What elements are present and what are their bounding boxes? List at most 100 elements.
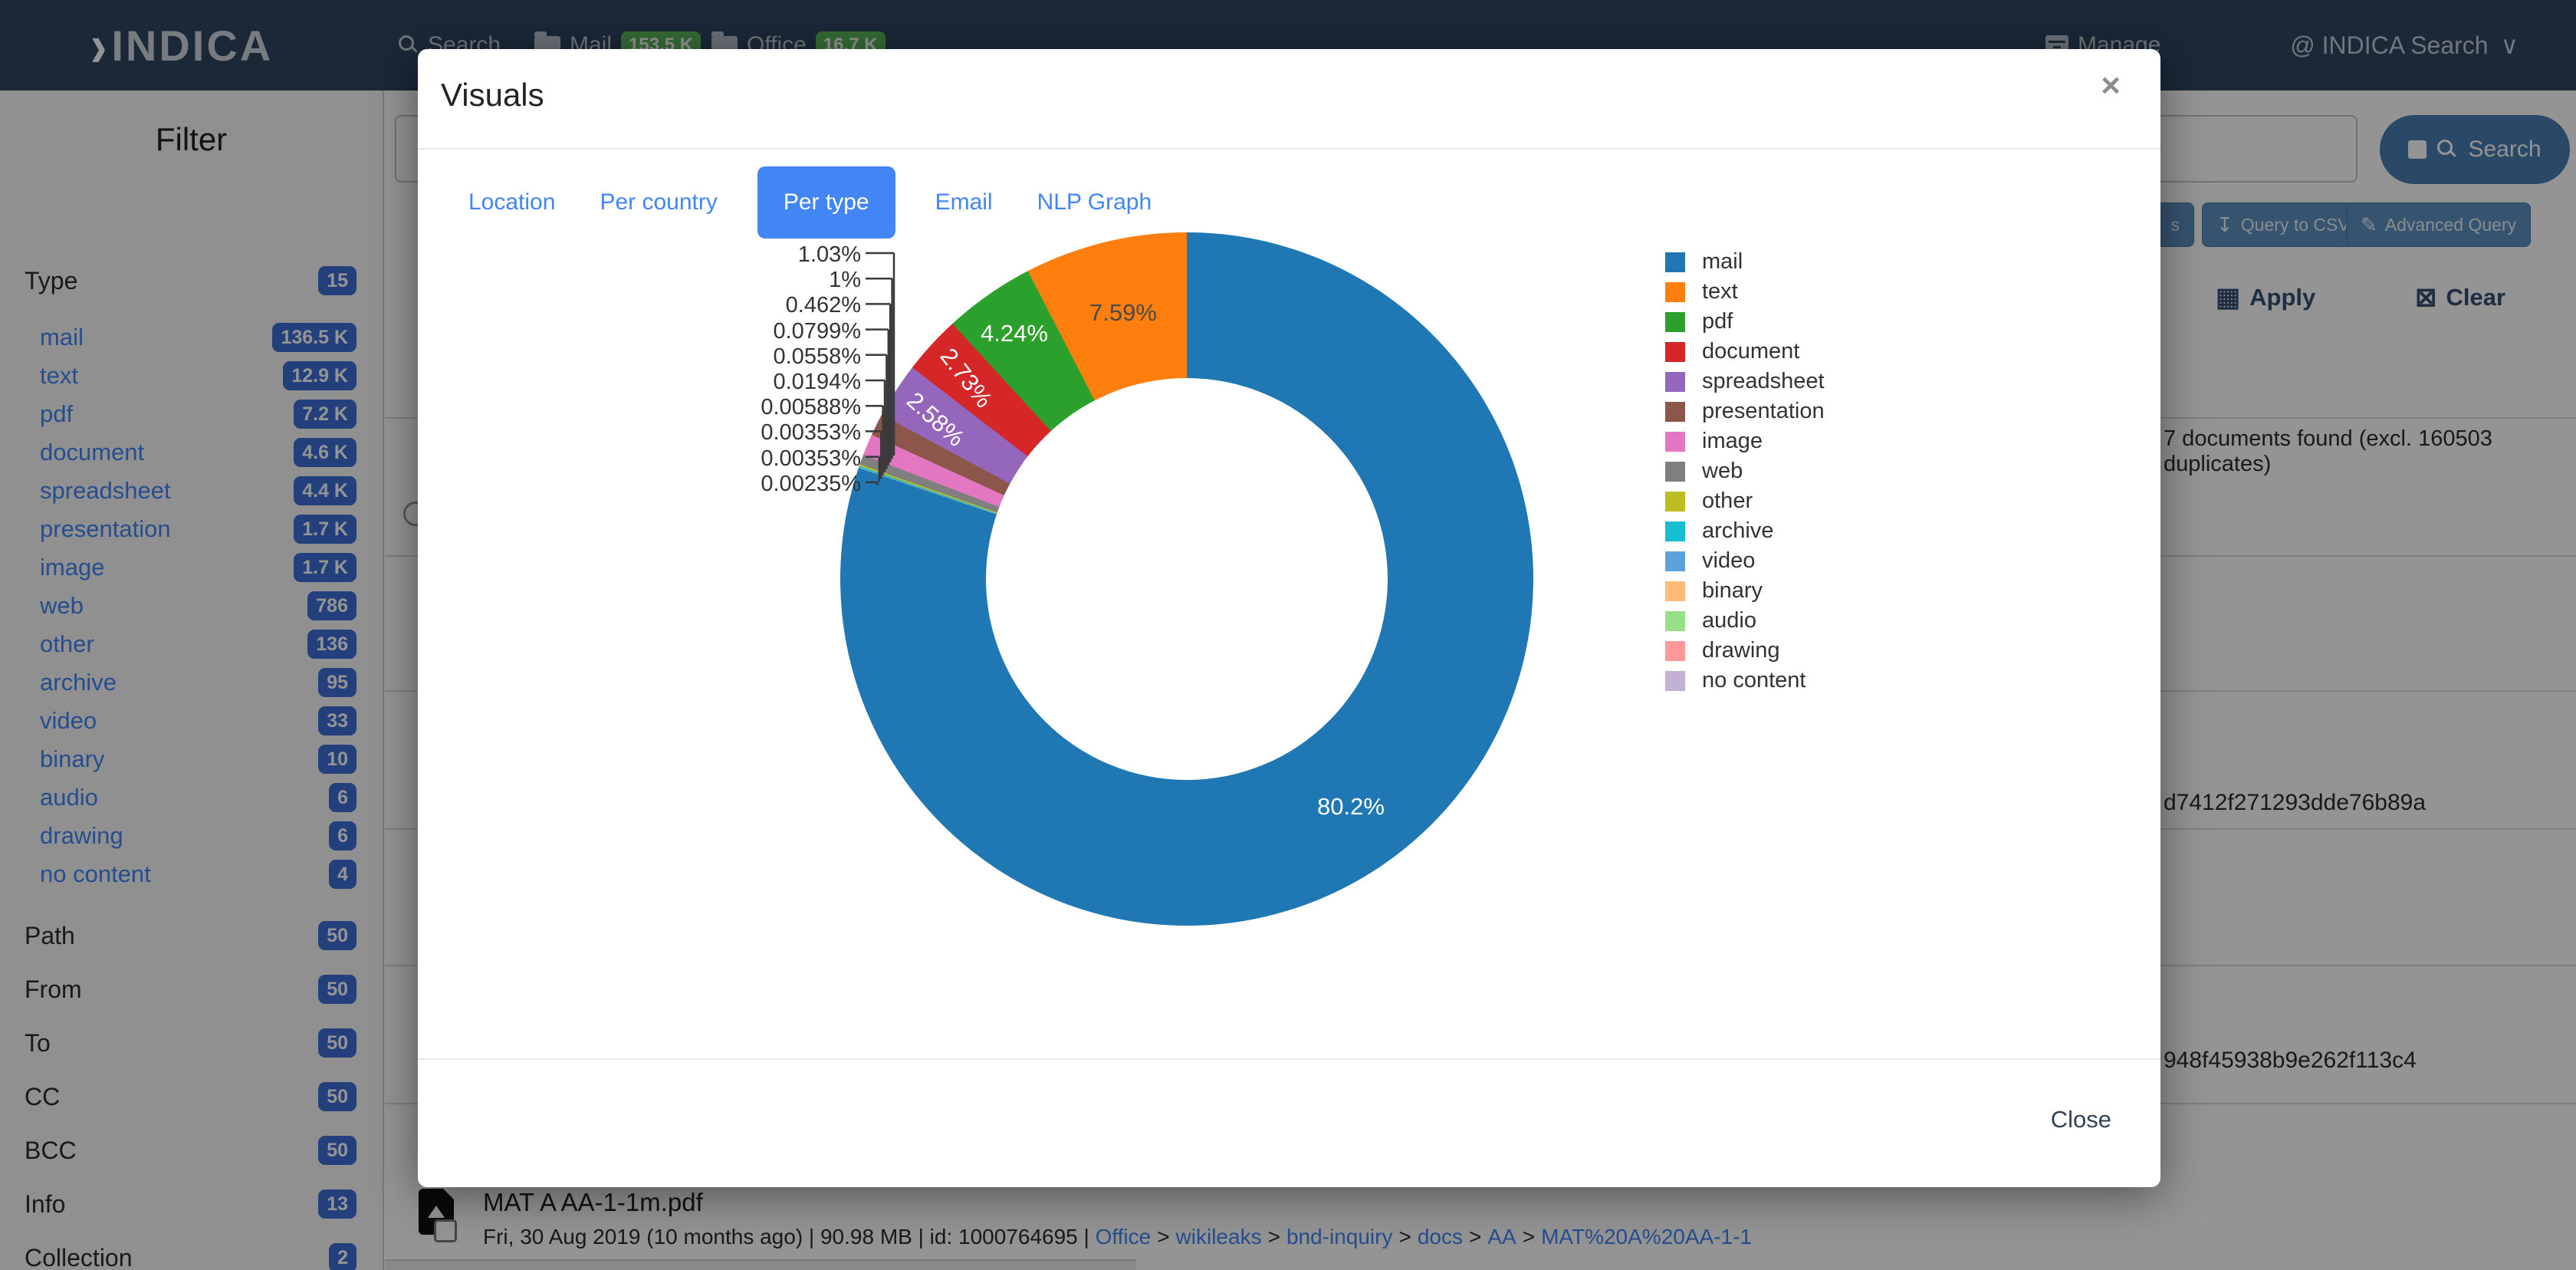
count-badge: 786: [307, 591, 356, 620]
count-badge: 6: [329, 821, 356, 851]
filter-section-label: Path: [25, 921, 75, 949]
filter-section-label: Collection: [25, 1243, 133, 1270]
legend-label: document: [1702, 339, 1800, 364]
filter-section-label: To: [25, 1028, 51, 1057]
file-checkbox[interactable]: [434, 1219, 457, 1242]
filter-section-label: From: [25, 975, 82, 1003]
filter-section-from[interactable]: From 50: [0, 962, 383, 1016]
type-filter-link[interactable]: video: [40, 707, 97, 734]
filter-section-type[interactable]: Type 15: [0, 262, 383, 300]
legend-swatch: [1665, 551, 1685, 571]
filter-section-bcc[interactable]: BCC 50: [0, 1124, 383, 1177]
type-filter-link[interactable]: binary: [40, 745, 105, 772]
next-row-edge: [385, 1259, 1136, 1270]
breadcrumb-link[interactable]: bnd-inquiry: [1286, 1225, 1393, 1249]
modal-footer-divider: [418, 1058, 2160, 1060]
filter-section-to[interactable]: To 50: [0, 1016, 383, 1070]
legend-label: video: [1702, 548, 1756, 573]
type-filter-link[interactable]: audio: [40, 784, 98, 811]
sidebar-item-binary: binary 10: [0, 740, 383, 778]
type-filter-link[interactable]: drawing: [40, 822, 123, 849]
type-filter-link[interactable]: pdf: [40, 400, 74, 427]
apply-label: Apply: [2249, 284, 2316, 311]
file-name[interactable]: MAT A AA-1-1m.pdf: [483, 1188, 703, 1216]
tab-per-country[interactable]: Per country: [600, 189, 718, 215]
legend-label: audio: [1702, 608, 1756, 633]
type-filter-link[interactable]: spreadsheet: [40, 477, 171, 504]
search-button[interactable]: Search: [2380, 115, 2570, 184]
legend-item-spreadsheet[interactable]: spreadsheet: [1665, 367, 1825, 396]
filter-section-info[interactable]: Info 13: [0, 1177, 383, 1231]
filter-sections: Path 50 From 50 To 50 CC 50 BCC 50 Info 13 Collectio…: [0, 909, 383, 1270]
filter-section-path[interactable]: Path 50: [0, 909, 383, 962]
modal-title: Visuals: [441, 77, 544, 113]
modal-header-divider: [418, 148, 2160, 150]
type-filter-link[interactable]: presentation: [40, 515, 171, 542]
result-hash-2: 948f45938b9e262f113c4: [2164, 1048, 2417, 1073]
breadcrumb-link[interactable]: MAT%20A%20AA-1-1: [1541, 1225, 1752, 1249]
breadcrumb-separator: >: [1398, 1225, 1411, 1249]
legend-item-web[interactable]: web: [1665, 456, 1825, 486]
legend-item-text[interactable]: text: [1665, 277, 1825, 307]
legend-item-mail[interactable]: mail: [1665, 247, 1825, 277]
visuals-tabs: Location Per country Per type Email NLP Grap…: [464, 164, 1156, 241]
legend-item-binary[interactable]: binary: [1665, 576, 1825, 606]
results-summary: 7 documents found (excl. 160503 duplicat…: [2164, 426, 2492, 476]
type-filter-link[interactable]: web: [40, 592, 84, 619]
breadcrumb-link[interactable]: docs: [1417, 1225, 1463, 1249]
count-badge: 50: [318, 975, 356, 1004]
tab-per-type[interactable]: Per type: [757, 166, 895, 239]
legend-item-no-content[interactable]: no content: [1665, 666, 1825, 696]
legend-item-other[interactable]: other: [1665, 486, 1825, 516]
type-filter-link[interactable]: other: [40, 630, 94, 657]
legend-item-pdf[interactable]: pdf: [1665, 307, 1825, 337]
callout-label: 0.00353%: [761, 420, 861, 446]
type-filter-link[interactable]: archive: [40, 669, 117, 696]
legend-item-video[interactable]: video: [1665, 546, 1825, 576]
legend-item-audio[interactable]: audio: [1665, 606, 1825, 636]
legend-swatch: [1665, 640, 1685, 661]
breadcrumb-link[interactable]: AA: [1487, 1225, 1516, 1249]
count-badge: 1.7 K: [294, 515, 356, 544]
legend-swatch: [1665, 341, 1685, 362]
filter-section-collection[interactable]: Collection 2: [0, 1231, 383, 1270]
filter-section-cc[interactable]: CC 50: [0, 1070, 383, 1124]
filter-section-label: Type: [25, 266, 78, 294]
chart-legend: mail text pdf document spreadsheet presentati…: [1665, 247, 1825, 696]
file-meta-text: Fri, 30 Aug 2019 (10 months ago) | 90.98…: [483, 1225, 1089, 1249]
callout-label: 1%: [829, 268, 861, 293]
breadcrumb-link[interactable]: Office: [1095, 1225, 1152, 1249]
apply-button[interactable]: ▦ Apply: [2216, 282, 2315, 313]
slice-label: 4.24%: [981, 320, 1048, 347]
per-type-donut-chart[interactable]: [840, 232, 1533, 926]
legend-swatch: [1665, 521, 1685, 541]
advanced-query-label: Advanced Query: [2384, 214, 2517, 235]
account-dropdown[interactable]: @ INDICA Search ∨: [2290, 0, 2518, 90]
count-badge: 15: [318, 266, 356, 295]
breadcrumb-link[interactable]: wikileaks: [1175, 1225, 1262, 1249]
legend-item-image[interactable]: image: [1665, 426, 1825, 456]
tab-email[interactable]: Email: [935, 189, 993, 215]
tab-location[interactable]: Location: [468, 189, 556, 215]
clear-button[interactable]: ⊠ Clear: [2415, 282, 2505, 313]
indica-logo[interactable]: › INDICA: [90, 0, 273, 90]
callout-label: 0.0194%: [773, 370, 862, 394]
tab-nlp-graph[interactable]: NLP Graph: [1037, 189, 1152, 215]
search-icon: [399, 35, 419, 55]
type-filter-link[interactable]: document: [40, 439, 145, 466]
close-button[interactable]: Close: [2050, 1106, 2111, 1133]
legend-item-presentation[interactable]: presentation: [1665, 396, 1825, 426]
callout-label: 0.00353%: [761, 446, 861, 471]
advanced-query-button[interactable]: ✎ Advanced Query: [2346, 202, 2532, 247]
type-filter-link[interactable]: text: [40, 362, 78, 389]
legend-item-document[interactable]: document: [1665, 337, 1825, 367]
legend-item-archive[interactable]: archive: [1665, 516, 1825, 546]
type-filter-link[interactable]: image: [40, 554, 105, 581]
legend-label: presentation: [1702, 399, 1825, 423]
query-to-csv-button[interactable]: ↧ Query to CSV: [2202, 202, 2364, 247]
type-filter-link[interactable]: mail: [40, 324, 84, 350]
type-filter-link[interactable]: no content: [40, 860, 151, 887]
close-icon[interactable]: ×: [2101, 67, 2121, 104]
legend-item-drawing[interactable]: drawing: [1665, 636, 1825, 666]
donut-hole: [986, 378, 1388, 780]
